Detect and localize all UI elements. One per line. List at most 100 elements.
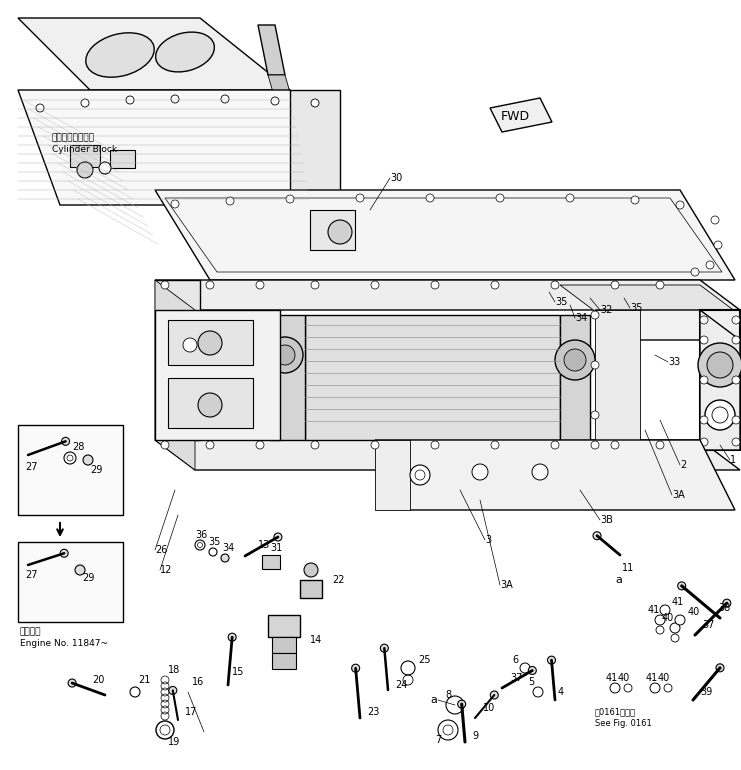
Circle shape [64,452,76,464]
Text: 31: 31 [270,543,282,553]
Circle shape [591,411,599,419]
Bar [168,320,253,365]
Circle shape [610,683,620,693]
Polygon shape [18,90,340,205]
Circle shape [700,316,708,324]
Circle shape [99,162,111,174]
Circle shape [591,311,599,319]
Text: 41: 41 [672,597,684,607]
Text: 1: 1 [730,455,736,465]
Text: 35: 35 [630,303,642,313]
Text: 適用号機: 適用号機 [20,628,41,637]
Bar [310,210,355,250]
Circle shape [655,615,665,625]
Polygon shape [155,440,740,470]
Circle shape [656,281,664,289]
Text: 40: 40 [618,673,631,683]
Polygon shape [155,280,740,310]
Text: FWD: FWD [500,109,530,122]
Circle shape [198,331,222,355]
Circle shape [81,99,89,107]
Circle shape [311,99,319,107]
Circle shape [732,336,740,344]
Circle shape [426,194,434,202]
Bar [168,378,253,428]
Circle shape [732,376,740,384]
Circle shape [371,441,379,449]
Polygon shape [375,440,410,510]
Circle shape [678,582,685,590]
Text: 37: 37 [702,620,714,630]
Text: 25: 25 [418,655,431,665]
Circle shape [591,361,599,369]
Circle shape [491,441,499,449]
Circle shape [650,683,660,693]
Polygon shape [290,90,340,205]
Text: 23: 23 [367,707,379,717]
Polygon shape [560,285,740,315]
Text: 38: 38 [718,603,730,613]
Polygon shape [258,25,285,75]
Circle shape [431,441,439,449]
Text: 22: 22 [332,575,345,585]
Circle shape [705,400,735,430]
Circle shape [706,261,714,269]
Circle shape [256,281,264,289]
Circle shape [700,376,708,384]
Text: 21: 21 [138,675,150,685]
Circle shape [256,441,264,449]
Polygon shape [595,310,740,340]
Text: 26: 26 [155,545,167,555]
Circle shape [62,437,70,445]
Text: 17: 17 [185,707,197,717]
Circle shape [271,97,279,105]
Circle shape [226,197,234,205]
Text: 40: 40 [662,613,674,623]
Bar [268,615,300,637]
Circle shape [380,644,388,652]
Circle shape [555,340,595,380]
Text: 41: 41 [646,673,658,683]
Circle shape [352,665,359,672]
Circle shape [206,281,214,289]
Circle shape [156,721,174,739]
Polygon shape [155,280,200,440]
Circle shape [328,220,352,244]
Polygon shape [700,310,740,450]
Circle shape [36,104,44,112]
Circle shape [130,687,140,697]
Circle shape [169,687,177,695]
Polygon shape [305,315,560,440]
Circle shape [195,540,205,550]
Circle shape [161,281,169,289]
Text: See Fig. 0161: See Fig. 0161 [595,718,652,728]
Text: 28: 28 [72,442,84,452]
Polygon shape [18,18,290,90]
Polygon shape [155,190,735,280]
Circle shape [700,336,708,344]
Circle shape [221,95,229,103]
Circle shape [491,281,499,289]
Circle shape [551,281,559,289]
Circle shape [304,563,318,577]
Circle shape [311,441,319,449]
Circle shape [496,194,504,202]
Circle shape [551,441,559,449]
Text: 36: 36 [195,530,207,540]
Circle shape [446,696,464,714]
Text: 3A: 3A [672,490,685,500]
Text: 41: 41 [606,673,618,683]
Bar [272,637,296,653]
Circle shape [401,661,415,675]
Circle shape [732,416,740,424]
Circle shape [171,95,179,103]
Circle shape [438,720,458,740]
Polygon shape [700,310,740,450]
Text: 34: 34 [222,543,234,553]
Circle shape [228,633,236,641]
Ellipse shape [156,32,214,72]
Circle shape [676,201,684,209]
Text: 40: 40 [658,673,671,683]
Polygon shape [155,310,280,440]
Circle shape [611,281,619,289]
